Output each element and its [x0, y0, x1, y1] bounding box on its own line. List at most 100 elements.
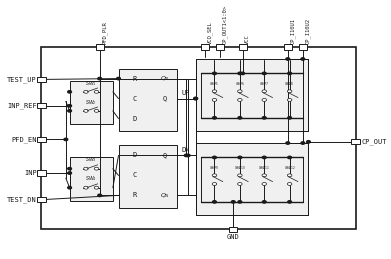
Text: CP_I10U2: CP_I10U2	[305, 18, 310, 44]
Circle shape	[68, 91, 72, 93]
Text: CP_I10U1: CP_I10U1	[290, 18, 295, 44]
Circle shape	[184, 154, 188, 157]
Circle shape	[194, 97, 197, 100]
Bar	[201, 73, 303, 118]
Circle shape	[213, 117, 216, 119]
Circle shape	[212, 90, 217, 93]
Circle shape	[262, 174, 267, 177]
Circle shape	[262, 72, 266, 75]
Circle shape	[194, 97, 197, 100]
Text: D: D	[133, 116, 137, 121]
Text: Q: Q	[163, 96, 167, 102]
Bar	[239, 44, 247, 50]
Text: INP_REF: INP_REF	[7, 103, 37, 109]
Text: TEST_DN: TEST_DN	[7, 196, 37, 203]
Text: R: R	[133, 76, 137, 82]
Circle shape	[238, 183, 242, 185]
Text: $SW_5$: $SW_5$	[209, 80, 220, 88]
Circle shape	[94, 186, 99, 189]
Text: $SW_2$: $SW_2$	[85, 98, 97, 106]
Bar	[95, 44, 104, 50]
Circle shape	[117, 77, 120, 80]
Circle shape	[262, 98, 267, 101]
Circle shape	[98, 194, 102, 197]
Bar	[201, 44, 209, 50]
Circle shape	[301, 142, 305, 144]
Circle shape	[288, 117, 292, 119]
Circle shape	[262, 117, 266, 119]
Text: PFD_EN: PFD_EN	[11, 136, 37, 143]
Circle shape	[287, 174, 292, 177]
Bar	[37, 170, 45, 176]
Circle shape	[286, 58, 290, 60]
Circle shape	[212, 183, 217, 185]
Text: $SW_8$: $SW_8$	[285, 80, 295, 88]
Text: $SW_{10}$: $SW_{10}$	[234, 164, 246, 172]
Circle shape	[98, 77, 102, 80]
Text: VCO_SEL: VCO_SEL	[207, 21, 213, 44]
Text: $SW_{12}$: $SW_{12}$	[283, 164, 296, 172]
Bar	[70, 81, 113, 124]
Text: $SW_9$: $SW_9$	[209, 164, 220, 172]
Bar	[229, 227, 237, 232]
Circle shape	[238, 117, 242, 119]
Circle shape	[231, 201, 235, 203]
Circle shape	[288, 156, 292, 159]
Circle shape	[307, 141, 310, 143]
Circle shape	[288, 72, 292, 75]
Bar	[37, 77, 45, 82]
Circle shape	[241, 72, 244, 75]
Text: TEST_UP: TEST_UP	[7, 76, 37, 83]
Circle shape	[94, 109, 99, 112]
Circle shape	[68, 110, 72, 112]
Circle shape	[287, 183, 292, 185]
Circle shape	[212, 174, 217, 177]
Bar	[118, 146, 177, 208]
Circle shape	[84, 109, 88, 112]
Circle shape	[238, 174, 242, 177]
Circle shape	[68, 172, 72, 174]
Text: $SW_3$: $SW_3$	[85, 155, 97, 164]
Text: UP: UP	[182, 90, 190, 96]
Bar	[37, 137, 45, 142]
Circle shape	[68, 168, 72, 170]
Circle shape	[186, 154, 190, 157]
Circle shape	[84, 186, 88, 189]
Circle shape	[68, 186, 72, 189]
Circle shape	[213, 72, 216, 75]
Text: $SW_1$: $SW_1$	[85, 79, 97, 88]
Text: D: D	[133, 153, 137, 159]
Circle shape	[64, 138, 68, 141]
Circle shape	[287, 98, 292, 101]
Bar	[299, 44, 307, 50]
Bar	[41, 47, 355, 229]
Text: R: R	[133, 192, 137, 198]
Circle shape	[287, 90, 292, 93]
Circle shape	[84, 167, 88, 170]
Circle shape	[238, 201, 242, 203]
Text: $SW_4$: $SW_4$	[85, 175, 97, 183]
Text: INP: INP	[24, 170, 37, 176]
Text: CP_OUT: CP_OUT	[361, 139, 387, 145]
Circle shape	[238, 72, 242, 75]
Circle shape	[94, 90, 99, 93]
Circle shape	[84, 90, 88, 93]
Bar	[216, 44, 224, 50]
Circle shape	[286, 142, 290, 144]
Circle shape	[213, 201, 216, 203]
Text: GND: GND	[227, 234, 240, 240]
Circle shape	[68, 105, 72, 107]
Circle shape	[262, 90, 267, 93]
Text: C: C	[133, 96, 137, 102]
Bar	[118, 69, 177, 131]
Text: DN: DN	[182, 147, 190, 153]
Text: $Q_N$: $Q_N$	[160, 191, 170, 200]
Circle shape	[238, 90, 242, 93]
Text: VCC: VCC	[244, 34, 249, 44]
Bar	[283, 44, 292, 50]
Bar	[37, 103, 45, 109]
Text: CP_OUT1<1:0>: CP_OUT1<1:0>	[222, 5, 228, 44]
Text: C: C	[133, 172, 137, 178]
Circle shape	[238, 156, 242, 159]
Bar	[70, 157, 113, 201]
